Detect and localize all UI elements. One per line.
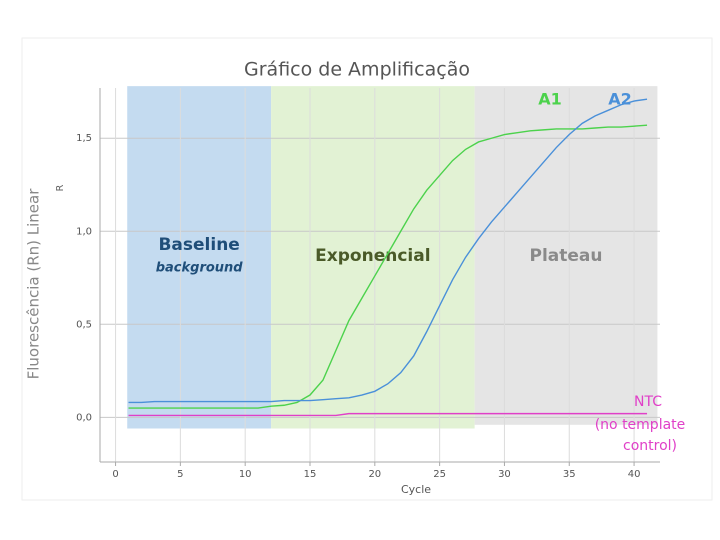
y-tick-label: 1,5 [76,133,92,144]
region [127,86,272,429]
x-tick-label: 0 [112,469,118,480]
x-tick-label: 10 [239,469,252,480]
region-sublabel: background [156,261,244,276]
x-tick-label: 5 [177,469,183,480]
x-tick-label: 30 [498,469,511,480]
y-tick-label: 0,0 [76,412,92,423]
x-tick-label: 20 [368,469,381,480]
x-axis-label: Cycle [401,483,431,496]
region-label: Exponencial [315,246,430,266]
legend-label: NTC [634,394,662,410]
region [271,86,475,429]
region [474,86,658,425]
series-line [128,412,648,417]
legend-label: A2 [608,90,632,109]
y-tick-label: 0,5 [76,319,92,330]
series-line [128,98,648,404]
ntc-note: control) [623,438,677,454]
series-line [128,124,648,409]
y-axis-label: Fluorescência (Rn) Linear [25,188,43,380]
x-tick-label: 25 [433,469,446,480]
ntc-note: (no template [595,417,686,433]
legend-label: A1 [538,90,562,109]
y-tick-label: 1,0 [76,226,92,237]
region-label: Baseline [158,235,239,255]
x-tick-label: 40 [628,469,641,480]
y-inner-label: R [55,184,66,191]
x-tick-label: 15 [304,469,317,480]
chart-title: Gráfico de Amplificação [244,59,470,81]
x-tick-label: 35 [563,469,576,480]
region-label: Plateau [530,246,603,266]
